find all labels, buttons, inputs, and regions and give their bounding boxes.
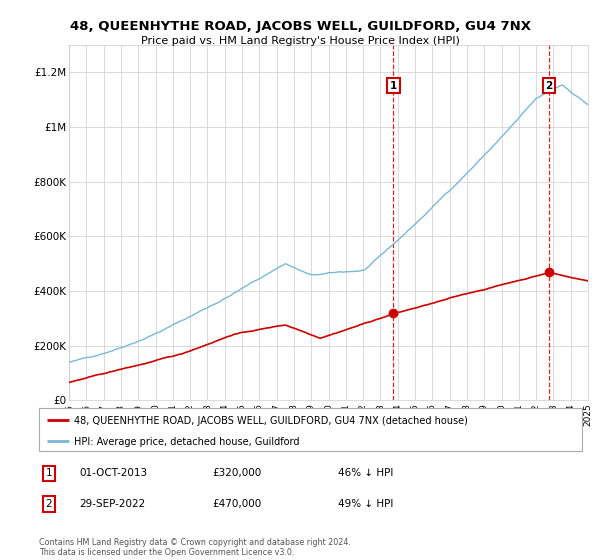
Text: 46% ↓ HPI: 46% ↓ HPI xyxy=(338,468,393,478)
Text: 48, QUEENHYTHE ROAD, JACOBS WELL, GUILDFORD, GU4 7NX (detached house): 48, QUEENHYTHE ROAD, JACOBS WELL, GUILDF… xyxy=(74,416,468,426)
Text: 01-OCT-2013: 01-OCT-2013 xyxy=(80,468,148,478)
Text: 1: 1 xyxy=(46,468,52,478)
Text: £320,000: £320,000 xyxy=(213,468,262,478)
Text: £470,000: £470,000 xyxy=(213,499,262,509)
Text: HPI: Average price, detached house, Guildford: HPI: Average price, detached house, Guil… xyxy=(74,437,300,447)
Text: Contains HM Land Registry data © Crown copyright and database right 2024.
This d: Contains HM Land Registry data © Crown c… xyxy=(39,538,351,557)
Text: Price paid vs. HM Land Registry's House Price Index (HPI): Price paid vs. HM Land Registry's House … xyxy=(140,36,460,46)
Text: 49% ↓ HPI: 49% ↓ HPI xyxy=(338,499,393,509)
Text: 2: 2 xyxy=(545,81,553,91)
Text: 2: 2 xyxy=(46,499,52,509)
Text: 29-SEP-2022: 29-SEP-2022 xyxy=(80,499,146,509)
Text: 1: 1 xyxy=(390,81,397,91)
Text: 48, QUEENHYTHE ROAD, JACOBS WELL, GUILDFORD, GU4 7NX: 48, QUEENHYTHE ROAD, JACOBS WELL, GUILDF… xyxy=(70,20,530,32)
